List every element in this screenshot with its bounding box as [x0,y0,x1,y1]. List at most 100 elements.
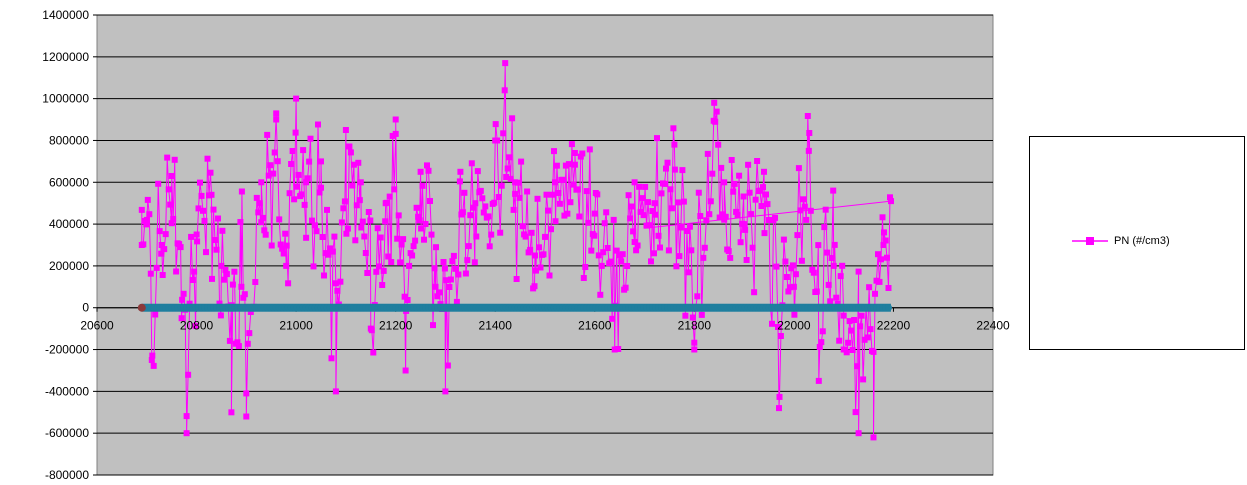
series-pn-point [609,315,616,322]
series-pn-point [309,217,315,224]
series-pn-point [277,241,284,248]
series-pn-point [509,115,516,122]
series-pn-point [167,201,174,208]
series-pn-point [334,287,341,294]
series-pn-point [512,190,519,197]
series-pn-point [273,110,280,117]
series-pn-point [193,231,200,238]
series-pn-point [365,209,372,215]
series-pn-point [282,230,289,237]
series-pn-point [264,131,271,138]
series-pn-point [158,242,165,248]
series-pn-point [368,327,375,334]
series-pn-point [217,312,224,319]
legend-entry-pn: PN (#/cm3) [1070,233,1170,249]
y-tick-label: -600000 [45,426,89,440]
series-pn-point [183,430,190,437]
series-pn-point [536,244,542,251]
series-pn-point [298,191,305,198]
series-pn-point [882,237,889,244]
series-pn-point [718,164,725,171]
series-pn-point [392,130,399,137]
series-pn-point [577,153,584,160]
series-pn-point [885,285,892,291]
series-pn-point [501,87,508,94]
series-pn-point [462,270,469,277]
series-pn-point [213,246,220,253]
series-pn-point [344,225,351,232]
series-pn-point [288,161,295,167]
y-tick-label: -800000 [45,468,89,480]
series-pn-point [881,229,887,236]
series-pn-point [697,213,704,219]
series-pn-point [327,245,333,252]
series-pn-point [388,259,395,265]
series-pn-point [467,212,474,219]
series-pn-point [585,219,592,226]
series-pn-point [872,290,878,297]
series-pn-point [395,212,402,219]
series-pn-point [785,288,792,295]
series-pn-point [374,225,381,232]
series-pn-point [630,228,637,235]
series-pn-point [292,129,299,136]
series-pn-point [734,212,741,218]
series-pn-point [878,256,884,263]
series-pn-point [807,207,814,214]
legend: PN (#/cm3) [1029,136,1245,350]
series-pn-point [391,186,398,193]
series-pn-point [748,211,755,218]
series-pn-point [741,221,748,228]
series-pn-point [376,263,383,270]
series-pn-point [810,269,817,276]
series-pn-point [733,208,740,215]
series-pn-point [286,190,293,197]
series-pn-point [497,229,504,236]
series-pn-point [279,245,286,252]
series-pn-point [173,268,180,275]
series-pn-point [782,258,789,265]
series-pn-point [795,165,802,172]
series-pn-point [325,251,332,258]
series-pn-point [400,236,407,243]
series-pn-point [144,196,151,203]
series-pn-point [194,238,201,245]
series-pn-point [208,191,215,198]
series-pn-point [533,267,539,274]
series-pn-point [229,281,236,288]
series-pn-point [821,224,828,231]
series-pn-point [707,198,714,205]
series-pn-point [603,209,610,216]
series-pn-point [155,180,162,187]
series-pn-point [870,348,877,355]
series-pn-point [140,241,147,248]
series-pn-point [776,405,782,412]
series-pn-point [156,228,163,235]
series-pn-point [168,220,175,227]
series-pn-point [291,196,298,203]
series-pn-point [637,208,644,215]
series-pn-point [586,146,593,153]
series-pn-point [760,184,766,191]
series-pn-point [150,362,157,369]
series-pn-point [500,130,507,137]
y-tick-label: -400000 [45,384,89,398]
series-pn-point [736,172,743,179]
series-pn-point [553,162,560,169]
series-pn-point [246,330,253,337]
series-pn-point [470,204,477,211]
series-pn-point [828,255,835,261]
series-pn-point [631,239,638,245]
series-pn-point [294,183,301,190]
series-pn-point [670,125,677,132]
series-pn-point [413,204,420,211]
series-pn-point [223,271,230,278]
series-pn-point [840,312,847,319]
series-pn-point [428,231,435,238]
series-pn-point [725,248,732,255]
series-pn-point [716,214,723,221]
series-pn-point [357,179,364,186]
x-tick-label: 21600 [578,319,612,333]
series-pn-point [359,218,366,225]
series-pn-point [742,226,749,233]
